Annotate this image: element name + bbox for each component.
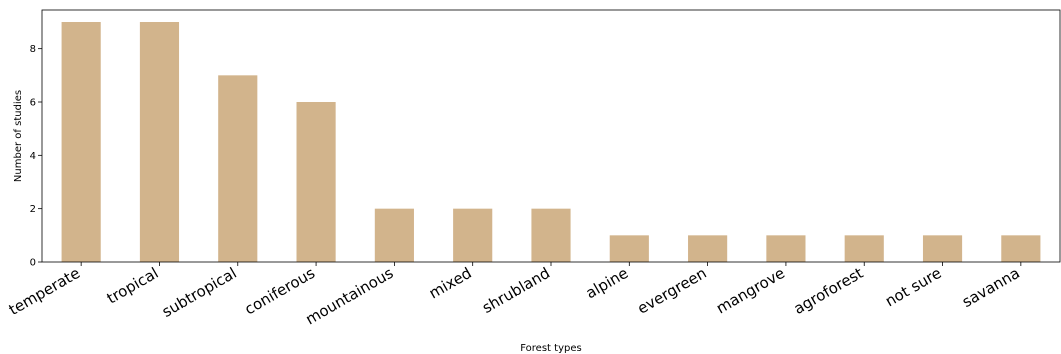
x-tick-label: subtropical — [159, 264, 240, 321]
x-tick-label: mangrove — [713, 264, 788, 318]
x-axis-title: Forest types — [520, 343, 581, 354]
bar-alpine — [609, 235, 649, 262]
x-tick-label: savanna — [959, 264, 1023, 311]
bar-temperate — [61, 22, 101, 262]
x-tick-label: evergreen — [634, 264, 709, 318]
bar-evergreen — [688, 235, 728, 262]
x-tick-label: temperate — [6, 264, 83, 319]
x-tick-label: agroforest — [791, 264, 867, 318]
bars-group — [61, 22, 1041, 262]
y-axis-title: Number of studies — [13, 90, 24, 182]
y-ticks-group: 0 2 4 6 8 — [30, 44, 42, 269]
x-tick-label: alpine — [583, 264, 632, 302]
x-tick-label: mountainous — [302, 264, 396, 329]
bar-mangrove — [766, 235, 806, 262]
y-tick-label: 4 — [30, 151, 36, 162]
x-tick-label: tropical — [104, 264, 162, 308]
y-tick-label: 2 — [30, 204, 36, 215]
x-tick-label: mixed — [426, 264, 475, 303]
bar-tropical — [139, 22, 180, 262]
bar-shrubland — [531, 208, 571, 262]
bar-subtropical — [218, 75, 258, 262]
bar-savanna — [1001, 235, 1041, 262]
bar-agroforest — [844, 235, 884, 262]
y-tick-label: 8 — [30, 44, 36, 55]
bar-mountainous — [374, 208, 414, 262]
bar-mixed — [453, 208, 493, 262]
x-tick-label: shrubland — [479, 264, 553, 317]
bar-coniferous — [296, 102, 336, 262]
bar-not-sure — [922, 235, 963, 262]
y-tick-label: 0 — [30, 258, 36, 269]
x-tick-label: not sure — [882, 264, 944, 310]
y-tick-label: 6 — [30, 98, 36, 109]
